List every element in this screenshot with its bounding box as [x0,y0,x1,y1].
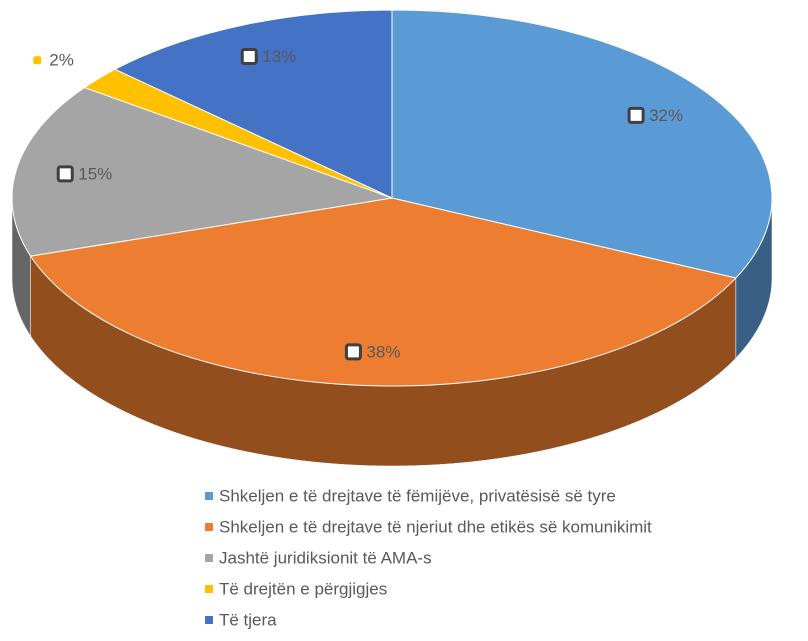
pie-slice [29,197,737,387]
legend-marker [205,492,213,500]
legend-label: Jashtë juridiksionit të AMA-s [219,548,432,567]
label-marker [56,165,74,183]
pie-slice [391,9,773,279]
data-label: 15% [78,164,112,183]
label-marker [240,48,258,66]
data-label: 38% [366,342,400,361]
label-marker [344,343,362,361]
legend-label: Të tjera [219,610,277,629]
legend-marker [205,554,213,562]
pie-slice [113,9,393,199]
legend-label: Shkeljen e të drejtave të fëmijëve, priv… [219,486,616,505]
label-marker [33,56,42,65]
data-label: 2% [49,51,74,70]
pie-slice [11,86,393,257]
data-label: 32% [649,106,683,125]
legend-marker [205,616,213,624]
legend-marker [205,585,213,593]
data-label: 13% [262,47,296,66]
legend-label: Të drejtën e përgjigjes [219,579,387,598]
label-marker [627,106,645,124]
legend-marker [205,523,213,531]
legend-label: Shkeljen e të drejtave të njeriut dhe et… [219,517,652,536]
